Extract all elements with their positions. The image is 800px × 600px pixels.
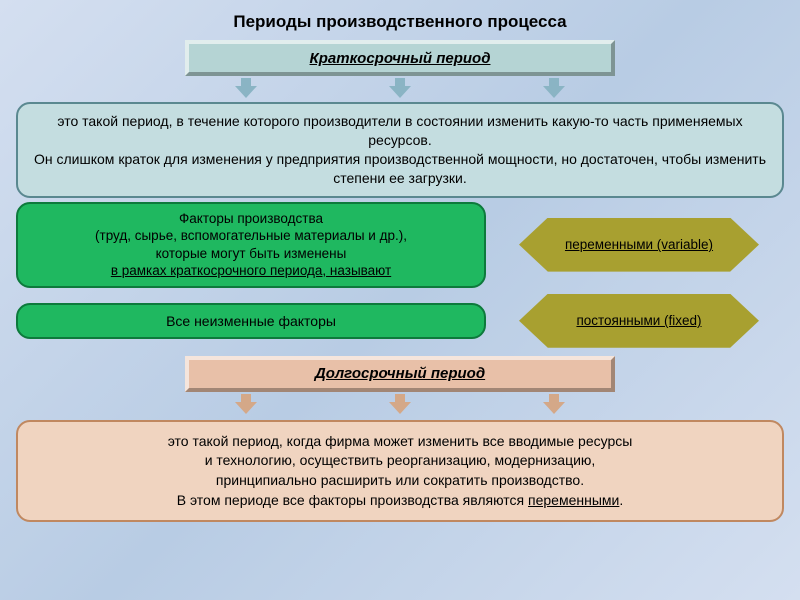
factors-line4: в рамках краткосрочного периода, называю… <box>28 262 474 280</box>
factors-line3: которые могут быть изменены <box>28 245 474 263</box>
long-term-description: это такой период, когда фирма может изме… <box>16 420 784 522</box>
short-term-description: это такой период, в течение которого про… <box>16 102 784 198</box>
arrow-down-icon <box>389 394 411 416</box>
arrow-down-icon <box>543 394 565 416</box>
variable-diamond: переменными (variable) <box>519 218 759 272</box>
arrow-down-icon <box>543 78 565 100</box>
factors-line2: (труд, сырье, вспомогательные материалы … <box>28 227 474 245</box>
arrow-down-icon <box>235 78 257 100</box>
short-term-header: Краткосрочный период <box>185 40 615 76</box>
long-term-arrows <box>185 394 615 416</box>
short-term-arrows <box>185 78 615 100</box>
factors-line1: Факторы производства <box>28 210 474 228</box>
fixed-row: Все неизменные факторы постоянными (fixe… <box>16 294 784 348</box>
arrow-down-icon <box>389 78 411 100</box>
factors-variable-row: Факторы производства (труд, сырье, вспом… <box>16 202 784 288</box>
page-title: Периоды производственного процесса <box>0 0 800 40</box>
long-term-header: Долгосрочный период <box>185 356 615 392</box>
fixed-factors-box: Все неизменные факторы <box>16 303 486 339</box>
fixed-diamond: постоянными (fixed) <box>519 294 759 348</box>
arrow-down-icon <box>235 394 257 416</box>
factors-box: Факторы производства (труд, сырье, вспом… <box>16 202 486 288</box>
